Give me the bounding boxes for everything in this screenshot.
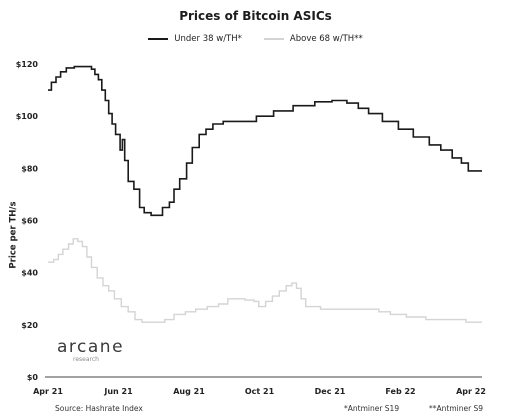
legend-item-above-68: Above 68 w/TH** bbox=[263, 34, 363, 44]
brand-name: arcane bbox=[57, 337, 125, 357]
y-tick-label: $60 bbox=[21, 217, 38, 226]
y-tick-label: $20 bbox=[21, 321, 38, 330]
x-tick-label: Apr 21 bbox=[33, 387, 63, 396]
legend-swatch-above-68 bbox=[263, 38, 284, 40]
y-axis-label: Price per TH/s bbox=[8, 201, 19, 269]
x-tick-label: Dec 21 bbox=[315, 387, 346, 396]
footnote-s9: **Antminer S9 bbox=[429, 404, 484, 413]
x-tick-label: Oct 21 bbox=[245, 387, 275, 396]
x-tick-label: Aug 21 bbox=[173, 387, 205, 396]
y-tick-label: $120 bbox=[16, 60, 39, 69]
legend-swatch-under-38 bbox=[148, 38, 169, 40]
chart-title: Prices of Bitcoin ASICs bbox=[179, 9, 332, 23]
legend-label-under-38: Under 38 w/TH* bbox=[174, 34, 242, 44]
brand-logo: arcane research bbox=[57, 338, 124, 364]
legend-item-under-38: Under 38 w/TH* bbox=[148, 34, 242, 44]
y-tick-label: $0 bbox=[27, 373, 39, 382]
brand-sub: research bbox=[73, 356, 99, 363]
chart-legend: Under 38 w/TH* Above 68 w/TH** bbox=[0, 34, 511, 44]
source-note: Source: Hashrate Index bbox=[55, 404, 143, 413]
series-line-under-38 bbox=[48, 65, 482, 217]
x-tick-label: Apr 22 bbox=[456, 387, 486, 396]
series-line-above-68 bbox=[48, 238, 482, 323]
legend-label-above-68: Above 68 w/TH** bbox=[289, 34, 363, 44]
y-tick-label: $40 bbox=[21, 269, 38, 278]
x-tick-label: Jun 21 bbox=[103, 387, 133, 396]
y-tick-label: $100 bbox=[16, 112, 39, 121]
y-tick-label: $80 bbox=[21, 164, 38, 173]
footnote-s19: *Antminer S19 bbox=[344, 404, 400, 413]
x-tick-label: Feb 22 bbox=[385, 387, 415, 396]
